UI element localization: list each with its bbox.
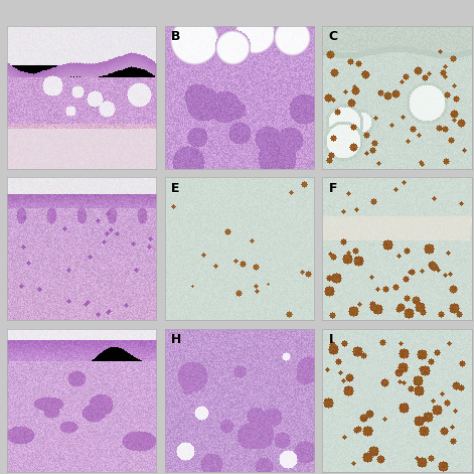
Text: B: B [171,30,180,43]
Text: C: C [328,30,337,43]
Text: E: E [171,182,179,195]
Text: H: H [171,333,181,346]
Text: F: F [328,182,337,195]
Text: I: I [328,333,333,346]
